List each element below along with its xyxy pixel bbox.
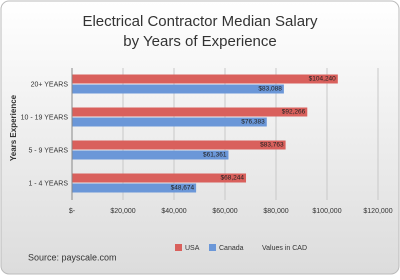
legend-label: USA bbox=[185, 245, 200, 252]
legend-label: Canada bbox=[219, 245, 244, 252]
value-label: $104,240 bbox=[309, 76, 336, 83]
value-label: $48,674 bbox=[171, 185, 195, 192]
bar bbox=[72, 84, 284, 94]
value-label: $68,244 bbox=[221, 175, 245, 182]
value-label: $92,266 bbox=[282, 109, 306, 116]
bar bbox=[72, 117, 267, 127]
value-label: $61,361 bbox=[203, 152, 227, 159]
x-tick-label: $40,000 bbox=[161, 208, 186, 215]
y-tick-label: 10 - 19 YEARS bbox=[21, 114, 69, 121]
bar bbox=[72, 74, 338, 84]
x-tick-label: $120,000 bbox=[363, 208, 392, 215]
x-tick-label: $100,000 bbox=[312, 208, 341, 215]
y-tick-label: 5 - 9 YEARS bbox=[28, 147, 68, 154]
chart-title: Electrical Contractor Median Salary bbox=[82, 13, 318, 30]
x-tick-label: $60,000 bbox=[212, 208, 237, 215]
bar bbox=[72, 107, 308, 117]
x-tick-label: $80,000 bbox=[263, 208, 288, 215]
bar bbox=[72, 183, 197, 193]
legend-swatch bbox=[175, 244, 182, 251]
note: Values in CAD bbox=[262, 245, 307, 252]
value-label: $83,088 bbox=[258, 86, 282, 93]
y-tick-label: 20+ YEARS bbox=[31, 81, 69, 88]
value-label: $76,383 bbox=[241, 119, 265, 126]
y-axis-label: Years Experience bbox=[9, 94, 18, 161]
y-tick-label: 1 - 4 YEARS bbox=[28, 180, 68, 187]
source: Source: payscale.com bbox=[28, 252, 117, 262]
x-tick-label: $- bbox=[69, 208, 76, 215]
legend-swatch bbox=[209, 244, 216, 251]
chart-title: by Years of Experience bbox=[123, 33, 276, 50]
bar bbox=[72, 140, 286, 150]
value-label: $83,763 bbox=[260, 142, 284, 149]
x-tick-label: $20,000 bbox=[110, 208, 135, 215]
bar bbox=[72, 173, 247, 183]
bar bbox=[72, 150, 229, 160]
